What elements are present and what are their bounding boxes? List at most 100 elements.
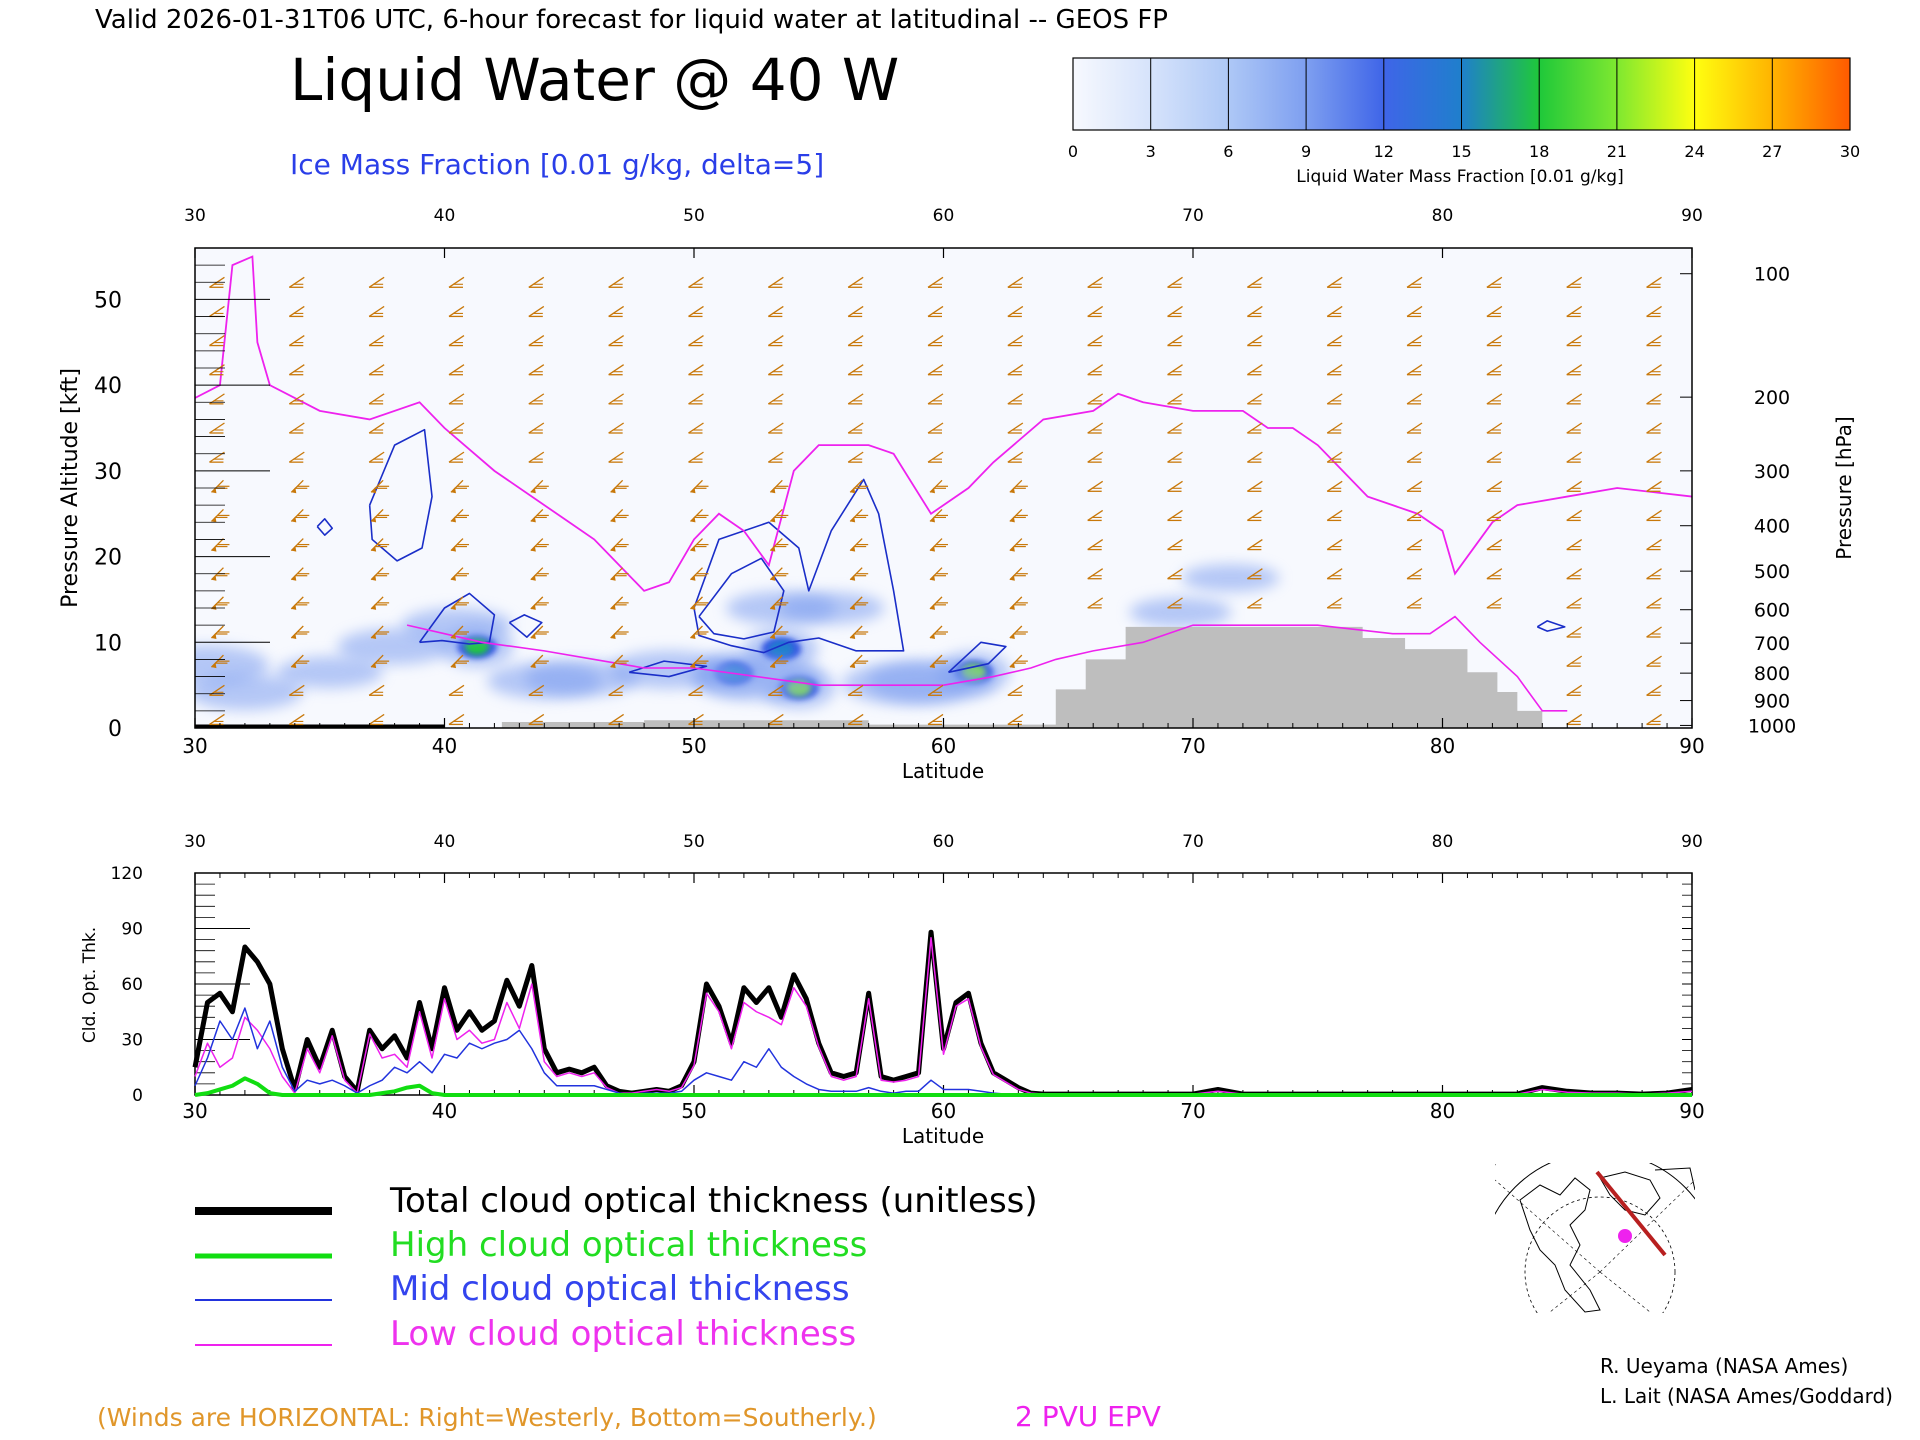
wind-barb	[849, 567, 869, 581]
wind-barb	[370, 596, 390, 610]
terrain	[195, 626, 1692, 728]
wind-barb	[608, 335, 625, 347]
colorbar-frame	[1072, 57, 1851, 131]
wind-barb	[210, 538, 230, 552]
wind-barb	[1486, 539, 1503, 551]
wind-barb	[1326, 480, 1343, 492]
wind-barb	[1646, 276, 1662, 288]
wind-barb	[288, 393, 305, 405]
pressure-tick-label: 1000	[1748, 715, 1796, 737]
wind-barb	[927, 684, 944, 696]
wind-barb	[767, 305, 784, 318]
x-tick-label: 80	[1430, 734, 1455, 758]
wind-barb	[288, 422, 305, 434]
wind-barb	[1486, 422, 1503, 434]
legend: Total cloud optical thickness (unitless)…	[195, 1181, 1038, 1354]
wind-barb	[1247, 335, 1263, 347]
wind-barb	[1009, 596, 1028, 610]
wind-barb	[290, 538, 310, 552]
wind-barb	[528, 684, 545, 696]
wind-barb	[370, 625, 390, 639]
wind-barb	[1009, 654, 1028, 669]
wind-barb	[448, 335, 465, 347]
wind-barb	[1566, 364, 1583, 376]
wind-barb	[1646, 364, 1662, 376]
wind-barb	[1646, 568, 1662, 580]
wind-barb	[450, 625, 469, 639]
x-tick-label: 40	[432, 1099, 457, 1123]
x-tick-label-top: 70	[1182, 206, 1204, 226]
pressure-tick-label: 500	[1754, 561, 1790, 583]
wind-barb	[1486, 305, 1503, 318]
wind-barb	[1406, 597, 1423, 609]
wind-barb	[1566, 655, 1583, 667]
wind-barb	[1646, 393, 1662, 405]
wind-barb	[1406, 305, 1423, 318]
x-tick-label: 30	[182, 734, 207, 758]
wind-barb	[929, 654, 949, 669]
wind-barb	[209, 713, 225, 726]
wind-barb	[368, 451, 385, 463]
wind-barb	[610, 538, 629, 552]
wind-barb	[1167, 335, 1183, 347]
wind-barb	[1087, 451, 1104, 463]
wind-barb	[1326, 335, 1343, 347]
wind-barb	[1007, 684, 1024, 696]
colorbar: 0 3 6 9 12 15 18 21 24 27 30	[1068, 57, 1860, 161]
y-tick-label: 60	[121, 975, 143, 995]
wind-barb	[528, 422, 545, 434]
wind-barb	[849, 538, 869, 552]
wind-barb	[1167, 364, 1183, 376]
wind-barb	[210, 654, 230, 669]
wind-barb	[1406, 393, 1423, 405]
wind-barb	[1247, 305, 1263, 318]
wind-barb	[767, 713, 784, 726]
x-tick-label-top: 70	[1182, 832, 1204, 852]
wind-barb	[927, 451, 944, 463]
ice-contour	[698, 557, 785, 640]
x-tick-label-top: 50	[683, 206, 705, 226]
wind-barb	[769, 538, 789, 552]
wind-barb	[530, 567, 549, 581]
x-tick-label: 50	[681, 1099, 706, 1123]
wind-barb	[608, 276, 625, 288]
wind-barb	[209, 364, 225, 376]
colorbar-tick-label: 21	[1607, 142, 1627, 161]
x-tick-label-top: 50	[683, 832, 705, 852]
wind-barb	[1566, 539, 1583, 551]
wind-barb	[1486, 451, 1503, 463]
wind-barb	[288, 684, 305, 696]
wind-barb	[1566, 480, 1583, 492]
wind-barb	[288, 305, 305, 318]
wind-barb	[1009, 479, 1028, 494]
legend-label-high: High cloud optical thickness	[390, 1225, 867, 1265]
wind-barb	[769, 596, 789, 610]
pressure-tick-label: 200	[1754, 387, 1790, 409]
top-xlabel: Latitude	[902, 759, 984, 783]
wind-barb	[448, 276, 465, 288]
wind-barb	[1247, 509, 1263, 522]
wind-barb	[1087, 422, 1104, 434]
wind-barb	[1486, 364, 1503, 376]
wind-barb	[849, 479, 869, 494]
ice-contour	[628, 660, 708, 678]
wind-barb	[210, 625, 230, 639]
liquid-water-halo	[401, 608, 513, 643]
wind-barb	[847, 364, 864, 376]
y-tick-label: 50	[94, 288, 122, 313]
wind-barb	[1007, 393, 1024, 405]
wind-barb	[690, 625, 709, 639]
wind-barb	[448, 393, 465, 405]
optical-thickness-chart: 30 30 40 40 50 50 60 60 70 70 80 80 90 90 0 30 60 90 120	[111, 832, 1705, 1123]
x-tick-label-top: 60	[933, 206, 955, 226]
wind-barb	[688, 684, 704, 696]
ice-contour	[508, 614, 543, 638]
wind-barb	[1406, 422, 1423, 434]
wind-barb	[1566, 568, 1583, 580]
wind-barb	[290, 508, 310, 523]
wind-barb	[450, 538, 469, 552]
wind-barb	[1406, 335, 1423, 347]
wind-barb	[1247, 276, 1263, 288]
epv-lower-line	[406, 615, 1568, 712]
wind-barb	[767, 335, 784, 347]
